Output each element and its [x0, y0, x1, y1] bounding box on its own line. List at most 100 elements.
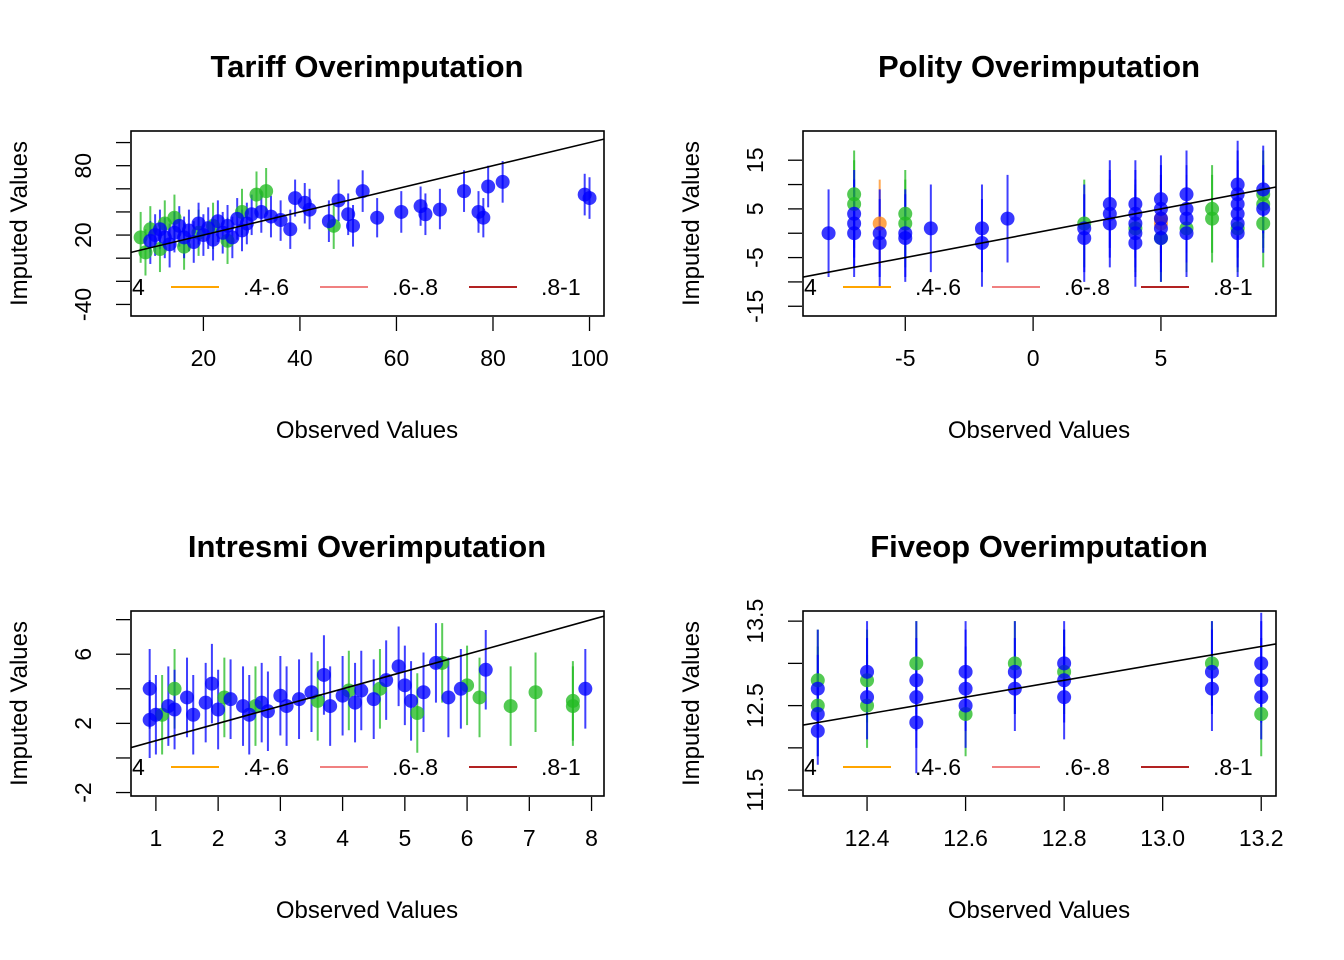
intresmi-green-point: [410, 706, 425, 721]
fiveop-y-tick-label: 11.5: [742, 769, 768, 812]
intresmi-title: Intresmi Overimputation: [188, 529, 546, 564]
tariff-blue-point: [582, 191, 597, 206]
tariff-blue-point: [341, 207, 356, 222]
polity-y-tick-label: 5: [742, 202, 768, 215]
intresmi-x-tick-label: 5: [398, 825, 411, 851]
tariff-legend-label: 4: [132, 274, 145, 300]
fiveop-title: Fiveop Overimputation: [870, 529, 1208, 564]
polity-blue-point: [1153, 192, 1168, 207]
tariff-blue-point: [457, 184, 472, 199]
tariff-title: Tariff Overimputation: [211, 49, 524, 84]
tariff-legend-label: .4-.6: [243, 274, 289, 300]
intresmi-y-tick-label: -2: [70, 782, 96, 802]
intresmi-blue-point: [379, 673, 394, 688]
intresmi-legend: 4 .4-.6 .6-.8 .8-1: [132, 754, 581, 780]
intresmi-y-tick-label: 6: [70, 648, 96, 661]
polity-y-axis-label: Imputed Values: [678, 141, 705, 306]
polity-blue-point: [872, 226, 887, 241]
intresmi-y-tick-label: 2: [70, 717, 96, 730]
tariff-y-axis-label: Imputed Values: [6, 141, 33, 306]
tariff-data-area: [131, 138, 604, 276]
fiveop-x-tick-label: 13.0: [1140, 825, 1185, 851]
intresmi-blue-point: [335, 688, 350, 703]
tariff-blue-point: [355, 184, 370, 199]
fiveop-blue-point: [1057, 656, 1072, 671]
fiveop-data-area: [803, 612, 1276, 774]
intresmi-blue-point: [223, 692, 238, 707]
tariff-blue-point: [225, 230, 240, 245]
polity-y-tick-label: -15: [742, 290, 768, 323]
intresmi-blue-point: [204, 676, 219, 691]
intresmi-blue-point: [148, 707, 163, 722]
tariff-y-tick-label: -40: [70, 288, 96, 321]
polity-orange-point: [872, 216, 887, 231]
polity-green-point: [1256, 216, 1271, 231]
tariff-blue-point: [495, 174, 510, 189]
polity-y-tick-label: -5: [742, 247, 768, 267]
polity-blue-point: [1153, 221, 1168, 236]
polity-panel: Polity Overimputation Observed Values Impu…: [678, 49, 1277, 444]
intresmi-blue-point: [348, 695, 363, 710]
polity-legend-label: 4: [804, 274, 817, 300]
polity-blue-point: [1179, 211, 1194, 226]
intresmi-blue-point: [391, 659, 406, 674]
polity-blue-point: [1153, 211, 1168, 226]
fiveop-reference-line: [803, 643, 1276, 726]
intresmi-blue-point: [211, 702, 226, 717]
intresmi-blue-point: [167, 702, 182, 717]
fiveop-blue-point: [1204, 664, 1219, 679]
fiveop-legend-label: .8-1: [1213, 754, 1253, 780]
tariff-plot-frame: [130, 130, 605, 317]
intresmi-blue-point: [180, 690, 195, 705]
polity-blue-point: [1256, 201, 1271, 216]
fiveop-x-tick-label: 12.6: [943, 825, 988, 851]
polity-green-point: [847, 187, 862, 202]
tariff-blue-point: [321, 214, 336, 229]
fiveop-blue-point: [860, 664, 875, 679]
tariff-x-axis-label: Observed Values: [276, 417, 458, 444]
polity-blue-point: [898, 226, 913, 241]
intresmi-blue-point: [316, 667, 331, 682]
polity-blue-point: [1128, 226, 1143, 241]
intresmi-panel: Intresmi Overimputation Observed Values Im…: [6, 529, 605, 924]
polity-green-point: [898, 216, 913, 231]
polity-legend-label: .8-1: [1213, 274, 1253, 300]
polity-blue-point: [1128, 197, 1143, 212]
intresmi-data-area: [131, 615, 604, 758]
intresmi-blue-point: [578, 681, 593, 696]
intresmi-green-point: [565, 699, 580, 714]
intresmi-green-point: [528, 685, 543, 700]
intresmi-plot-frame: [130, 610, 605, 797]
intresmi-blue-point: [416, 685, 431, 700]
polity-green-point: [1205, 211, 1220, 226]
tariff-blue-point: [418, 207, 433, 222]
intresmi-blue-point: [404, 693, 419, 708]
intresmi-x-tick-label: 6: [461, 825, 474, 851]
tariff-panel: Tariff Overimputation Observed Values Impu…: [6, 49, 609, 444]
polity-blue-point: [1230, 177, 1245, 192]
intresmi-x-tick-label: 3: [274, 825, 287, 851]
polity-title: Polity Overimputation: [878, 49, 1200, 84]
intresmi-x-tick-label: 1: [149, 825, 162, 851]
tariff-blue-point: [481, 179, 496, 194]
intresmi-blue-point: [397, 678, 412, 693]
intresmi-green-point: [503, 699, 518, 714]
tariff-reference-line: [131, 138, 604, 254]
polity-blue-point: [1077, 231, 1092, 246]
tariff-x-tick-label: 100: [570, 345, 608, 371]
polity-blue-point: [1102, 197, 1117, 212]
intresmi-blue-point: [354, 683, 369, 698]
tariff-blue-point: [162, 237, 177, 252]
fiveop-panel: Fiveop Overimputation Observed Values Impu…: [678, 529, 1284, 924]
tariff-x-tick-label: 40: [287, 345, 313, 371]
fiveop-y-tick-label: 13.5: [742, 599, 768, 644]
tariff-x-tick-label: 20: [191, 345, 217, 371]
fiveop-blue-point: [958, 698, 973, 713]
fiveop-blue-point: [909, 690, 924, 705]
polity-blue-point: [1000, 211, 1015, 226]
polity-green-point: [1205, 201, 1220, 216]
polity-data-area: [803, 140, 1276, 287]
intresmi-reference-line: [131, 615, 604, 749]
intresmi-blue-point: [273, 688, 288, 703]
polity-blue-point: [974, 221, 989, 236]
